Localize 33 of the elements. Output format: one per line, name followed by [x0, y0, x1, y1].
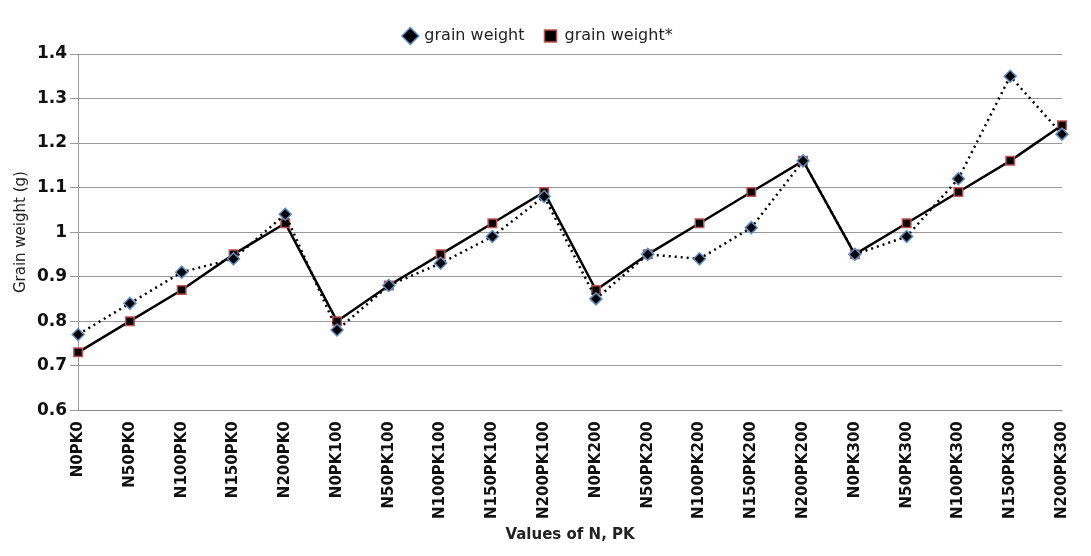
y-tick-label: 0.6: [36, 398, 68, 419]
x-tick-label: N0PK0: [68, 421, 87, 478]
y-axis-title: Grain weight (g): [10, 171, 29, 294]
y-tick-label: 0.9: [36, 265, 68, 286]
x-tick-label: N100PK200: [689, 421, 708, 519]
x-tick-label: N0PK100: [326, 421, 345, 499]
y-tick-label: 1.4: [36, 42, 68, 63]
x-tick-label: N200PK200: [792, 421, 811, 519]
legend-label: grain weight*: [564, 25, 673, 45]
x-tick-label: N200PK0: [275, 421, 294, 499]
x-tick-label: N50PK0: [119, 421, 138, 488]
x-tick-label: N50PK200: [637, 421, 656, 509]
y-tick-label: 1: [55, 220, 68, 241]
y-tick-label: 1.1: [36, 176, 68, 196]
y-tick-label: 0.7: [36, 354, 68, 375]
x-tick-label: N100PK0: [171, 421, 190, 499]
x-tick-label: N200PK300: [1051, 421, 1070, 519]
legend-label: grain weight: [424, 25, 525, 45]
x-tick-label: N150PK100: [482, 421, 501, 519]
x-tick-label: N50PK300: [896, 421, 915, 509]
x-tick-label: N200PK100: [534, 421, 553, 519]
y-tick-label: 0.8: [36, 309, 68, 330]
x-tick-label: N50PK100: [378, 421, 397, 509]
x-tick-label: N0PK200: [585, 421, 604, 499]
x-tick-label: N150PK300: [1000, 421, 1019, 519]
x-tick-label: N100PK300: [948, 421, 967, 519]
x-tick-label: N100PK100: [430, 421, 449, 519]
x-tick-label: N0PK300: [844, 421, 863, 499]
x-tick-label: N150PK200: [741, 421, 760, 519]
y-tick-label: 1.3: [36, 86, 68, 107]
x-tick-label: N150PK0: [223, 421, 242, 499]
x-axis-title: Values of N, PK: [505, 524, 637, 543]
y-tick-label: 1.2: [36, 131, 68, 152]
